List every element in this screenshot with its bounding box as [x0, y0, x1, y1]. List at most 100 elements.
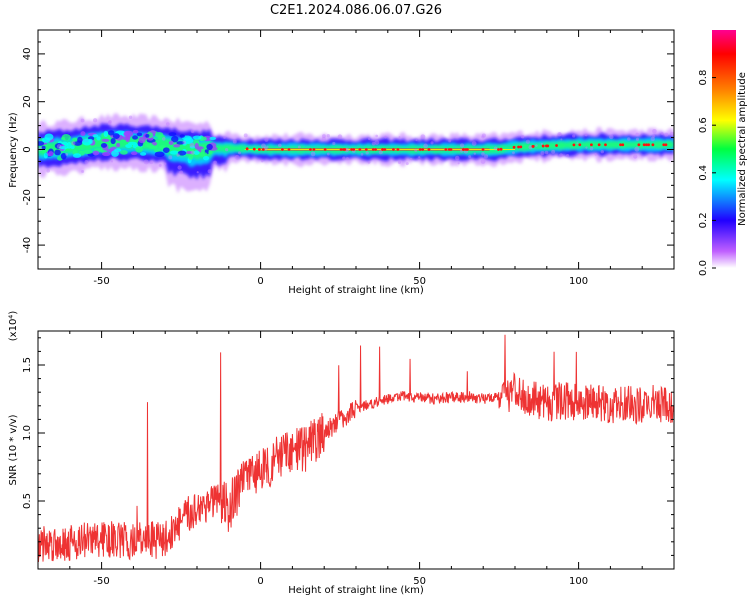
spectrogram-speckle	[635, 132, 639, 137]
spectrogram-speckle	[430, 141, 434, 145]
spectrogram-peak	[341, 148, 345, 151]
spectrogram-blob	[188, 154, 194, 160]
spectrogram-blob	[123, 130, 131, 137]
spectrogram-peak	[590, 143, 593, 147]
spectrogram-peak	[281, 148, 284, 151]
spectrogram-speckle	[56, 144, 62, 149]
spectrogram-speckle	[594, 153, 597, 156]
spectrogram-speckle	[484, 154, 489, 159]
spectrogram-speckle	[223, 136, 226, 139]
spectrogram-peak	[604, 143, 607, 147]
spectrogram-blob	[114, 148, 122, 153]
spectrogram-speckle	[551, 149, 556, 154]
spectrogram-speckle	[297, 145, 301, 149]
spectrogram-ytick-label: 20	[22, 95, 33, 108]
spectrogram-blob	[189, 145, 196, 149]
spectrogram-heatmap	[38, 113, 674, 194]
spectrogram-blob	[200, 148, 205, 154]
spectrogram-speckle	[423, 143, 428, 149]
colorbar: 0.0 0.2 0.4 0.6 0.8 Normalized spectral ampl…	[698, 30, 748, 276]
spectrogram-blob	[116, 142, 121, 148]
snr-ytick-label: 0.5	[22, 493, 33, 509]
colorbar-label: Normalized spectral amplitude	[737, 72, 748, 226]
spectrogram-speckle	[46, 169, 50, 173]
spectrogram-peak	[541, 144, 545, 148]
spectrogram-blob	[130, 151, 138, 156]
snr-xtick-label: 50	[413, 576, 426, 587]
spectrogram-speckle	[224, 147, 229, 152]
spectrogram-speckle	[38, 147, 43, 151]
spectrogram-blob	[83, 149, 93, 154]
spectrogram-peak	[339, 148, 343, 151]
spectrogram-blob	[72, 153, 82, 158]
spectrogram-speckle	[540, 142, 543, 146]
spectrogram-blob	[100, 143, 108, 148]
snr-ytick-label: 1.5	[22, 357, 33, 373]
spectrogram-speckle	[149, 160, 154, 165]
spectrogram-speckle	[165, 122, 170, 127]
spectrogram-speckle	[585, 146, 588, 149]
spectrogram-speckle	[559, 153, 563, 157]
spectrogram-blob	[206, 143, 213, 151]
spectrogram-panel: -50 0 50 100 -40 -20 0 20 40 Height of straight …	[8, 29, 675, 296]
spectrogram-blob	[72, 137, 78, 142]
snr-panel: -50 0 50 100 0.5 1.0 1.5 Height of straight li…	[8, 311, 675, 596]
spectrogram-xtick-label: 0	[257, 276, 263, 287]
spectrogram-speckle	[367, 137, 371, 141]
spectrogram-speckle	[163, 162, 167, 165]
spectrogram-peak	[323, 148, 327, 151]
spectrogram-speckle	[367, 161, 371, 164]
spectrogram-speckle	[65, 153, 69, 156]
spectrogram-peak	[545, 144, 548, 148]
spectrogram-speckle	[80, 118, 85, 123]
spectrogram-peak	[358, 148, 362, 151]
spectrogram-blob	[208, 150, 213, 155]
spectrogram-speckle	[652, 128, 657, 134]
spectrogram-blob	[169, 150, 180, 155]
spectrogram-peak	[619, 143, 622, 147]
snr-series-line	[38, 334, 674, 562]
spectrogram-peak	[374, 148, 377, 151]
spectrogram-peak	[444, 148, 448, 151]
spectrogram-blob	[132, 135, 139, 140]
spectrogram-speckle	[81, 170, 85, 173]
spectrogram-peak	[662, 143, 666, 147]
spectrogram-speckle	[375, 134, 379, 138]
spectrogram-speckle	[360, 153, 364, 156]
spectrogram-blob	[173, 144, 181, 148]
spectrogram-speckle	[310, 151, 316, 157]
spectrogram-speckle	[650, 136, 655, 142]
spectrogram-speckle	[238, 151, 241, 155]
spectrogram-speckle	[457, 162, 460, 165]
spectrogram-blob	[202, 155, 210, 161]
colorbar-tick-label: 0.8	[698, 70, 709, 86]
spectrogram-speckle	[525, 139, 531, 144]
spectrogram-speckle	[266, 145, 269, 148]
spectrogram-speckle	[664, 132, 669, 137]
spectrogram-peak	[447, 148, 451, 151]
spectrogram-speckle	[326, 152, 330, 156]
spectrogram-speckle	[342, 156, 346, 160]
spectrogram-speckle	[420, 134, 426, 140]
spectrogram-blob	[61, 133, 71, 141]
spectrogram-peak	[421, 148, 425, 151]
spectrogram-blob	[171, 135, 179, 143]
spectrogram-peak	[466, 148, 469, 151]
spectrogram-speckle	[189, 142, 195, 148]
spectrogram-ytick-label: -40	[22, 237, 33, 253]
spectrogram-speckle	[480, 158, 486, 164]
spectrogram-speckle	[576, 142, 579, 145]
spectrogram-blob	[103, 130, 109, 138]
spectrogram-speckle	[177, 165, 182, 170]
spectrogram-peak	[392, 148, 395, 151]
snr-xtick-label: 0	[257, 576, 263, 587]
spectrogram-blob	[106, 148, 114, 152]
spectrogram-speckle	[405, 162, 409, 166]
spectrogram-speckle	[459, 143, 465, 148]
spectrogram-speckle	[609, 134, 614, 140]
spectrogram-peak	[531, 145, 535, 148]
spectrogram-speckle	[493, 146, 498, 151]
spectrogram-speckle	[448, 139, 452, 143]
snr-ylabel: SNR (10 * v/v)	[8, 414, 19, 485]
spectrogram-blob	[58, 145, 69, 150]
